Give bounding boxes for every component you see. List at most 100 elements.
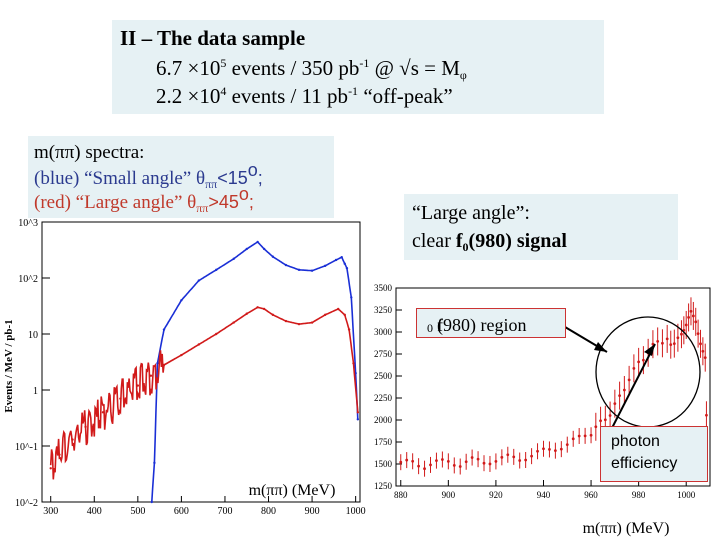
data-point: [594, 425, 598, 429]
series-point: [197, 279, 201, 282]
spectra-heading: m(ππ) spectra:: [34, 142, 145, 163]
x-tick-label: 400: [87, 506, 102, 517]
series-point: [334, 258, 338, 262]
data-point: [435, 459, 438, 463]
series-point: [232, 257, 235, 261]
x-tick-label: 1000: [346, 506, 366, 517]
series-point: [49, 467, 52, 470]
data-point: [405, 458, 409, 462]
data-point: [500, 455, 504, 459]
data-point: [680, 332, 683, 336]
left-x-axis-label: m(ππ) (MeV): [249, 482, 336, 499]
data-point: [399, 460, 403, 464]
y-tick-label: 1500: [374, 459, 393, 469]
y-tick-label: 10^3: [18, 218, 38, 229]
right-x-axis-label: m(ππ) (MeV): [583, 520, 670, 537]
series-point: [340, 256, 343, 259]
series-point: [180, 299, 183, 302]
x-tick-label: 600: [174, 506, 189, 517]
data-point: [599, 419, 602, 423]
data-point: [458, 465, 462, 468]
series-point: [284, 319, 288, 323]
data-point: [703, 356, 707, 360]
data-point: [470, 456, 474, 459]
large-angle-line-1: “Large angle”:: [412, 202, 530, 224]
series-point: [215, 268, 218, 272]
series-point: [84, 425, 87, 429]
data-point: [689, 309, 693, 313]
data-point: [684, 323, 688, 327]
data-point: [553, 449, 557, 453]
f0-region-label: f 0 (980) region: [416, 308, 566, 338]
data-point: [542, 447, 545, 451]
left-spectrum-chart: 300 400 500 600 700 800 900 1000 10^-2 10^-1 1 10 10…: [3, 218, 366, 517]
data-point: [512, 455, 516, 459]
data-point: [701, 349, 705, 353]
data-point: [632, 366, 636, 370]
series-point: [297, 322, 301, 326]
series-point: [162, 328, 166, 331]
series-point: [347, 328, 351, 331]
series-point: [271, 313, 275, 317]
data-point: [548, 448, 551, 451]
series-point: [284, 263, 288, 267]
data-point: [571, 437, 575, 441]
x-tick-label: 960: [584, 490, 598, 500]
series-point: [356, 418, 360, 421]
data-point: [696, 332, 700, 336]
y-tick-label: 1250: [374, 481, 393, 491]
y-tick-label: 2000: [374, 415, 393, 425]
x-tick-label: 800: [261, 506, 276, 517]
series-point: [156, 362, 159, 365]
data-point: [613, 402, 617, 406]
data-point: [656, 340, 660, 343]
data-point: [577, 434, 581, 438]
series-point: [297, 268, 301, 272]
series-point: [197, 343, 201, 346]
photon-arrow: [611, 343, 656, 429]
left-plot-frame: [41, 221, 361, 503]
data-point: [452, 464, 456, 467]
x-tick-label: 900: [442, 490, 456, 500]
data-point: [608, 414, 612, 417]
y-tick-label: 1750: [374, 437, 393, 447]
spectra-blue-line: (blue) “Small angle” θππ<15o;: [34, 160, 263, 191]
data-point: [559, 447, 563, 451]
left-plot-ticks: 300 400 500 600 700 800 900 1000 10^-2 10^-1 1 10 10…: [15, 218, 366, 517]
data-point: [694, 320, 698, 324]
series-point: [352, 362, 355, 365]
data-point: [691, 314, 695, 318]
x-tick-label: 300: [43, 506, 58, 517]
series-point: [343, 262, 346, 265]
right-plot-ticks: 880 900 920 940 960 980 1000 1250 1500 1750 2000 22…: [374, 283, 696, 500]
y-tick-label: 10^-2: [15, 498, 38, 509]
large-angle-box: “Large angle”: clear f0(980) signal: [404, 194, 678, 260]
series-point: [153, 461, 156, 465]
data-point: [518, 459, 522, 462]
data-point: [661, 341, 664, 345]
series-point: [245, 312, 248, 315]
data-point: [622, 388, 626, 392]
series-point: [149, 374, 153, 377]
data-point: [536, 449, 539, 453]
x-tick-label: 700: [217, 506, 232, 517]
series-point: [262, 307, 266, 311]
series-point: [343, 313, 346, 317]
series-point: [150, 500, 153, 504]
red-zoom-series: [399, 297, 708, 477]
data-point: [488, 462, 492, 466]
x-tick-label: 920: [489, 490, 503, 500]
x-tick-label: 880: [394, 490, 408, 500]
spectra-description-box: m(ππ) spectra: (blue) “Small angle” θππ<…: [28, 136, 334, 218]
data-point: [705, 413, 708, 417]
y-tick-label: 3500: [374, 283, 393, 293]
data-point: [464, 460, 468, 464]
title-box: II – The data sample 6.7 ×105 events / 3…: [112, 20, 604, 114]
series-point: [350, 296, 353, 299]
data-point: [627, 378, 631, 382]
data-point: [641, 358, 645, 362]
y-tick-label: 10: [28, 330, 38, 341]
data-point: [589, 433, 593, 437]
x-tick-label: 980: [632, 490, 646, 500]
data-point: [494, 460, 498, 463]
